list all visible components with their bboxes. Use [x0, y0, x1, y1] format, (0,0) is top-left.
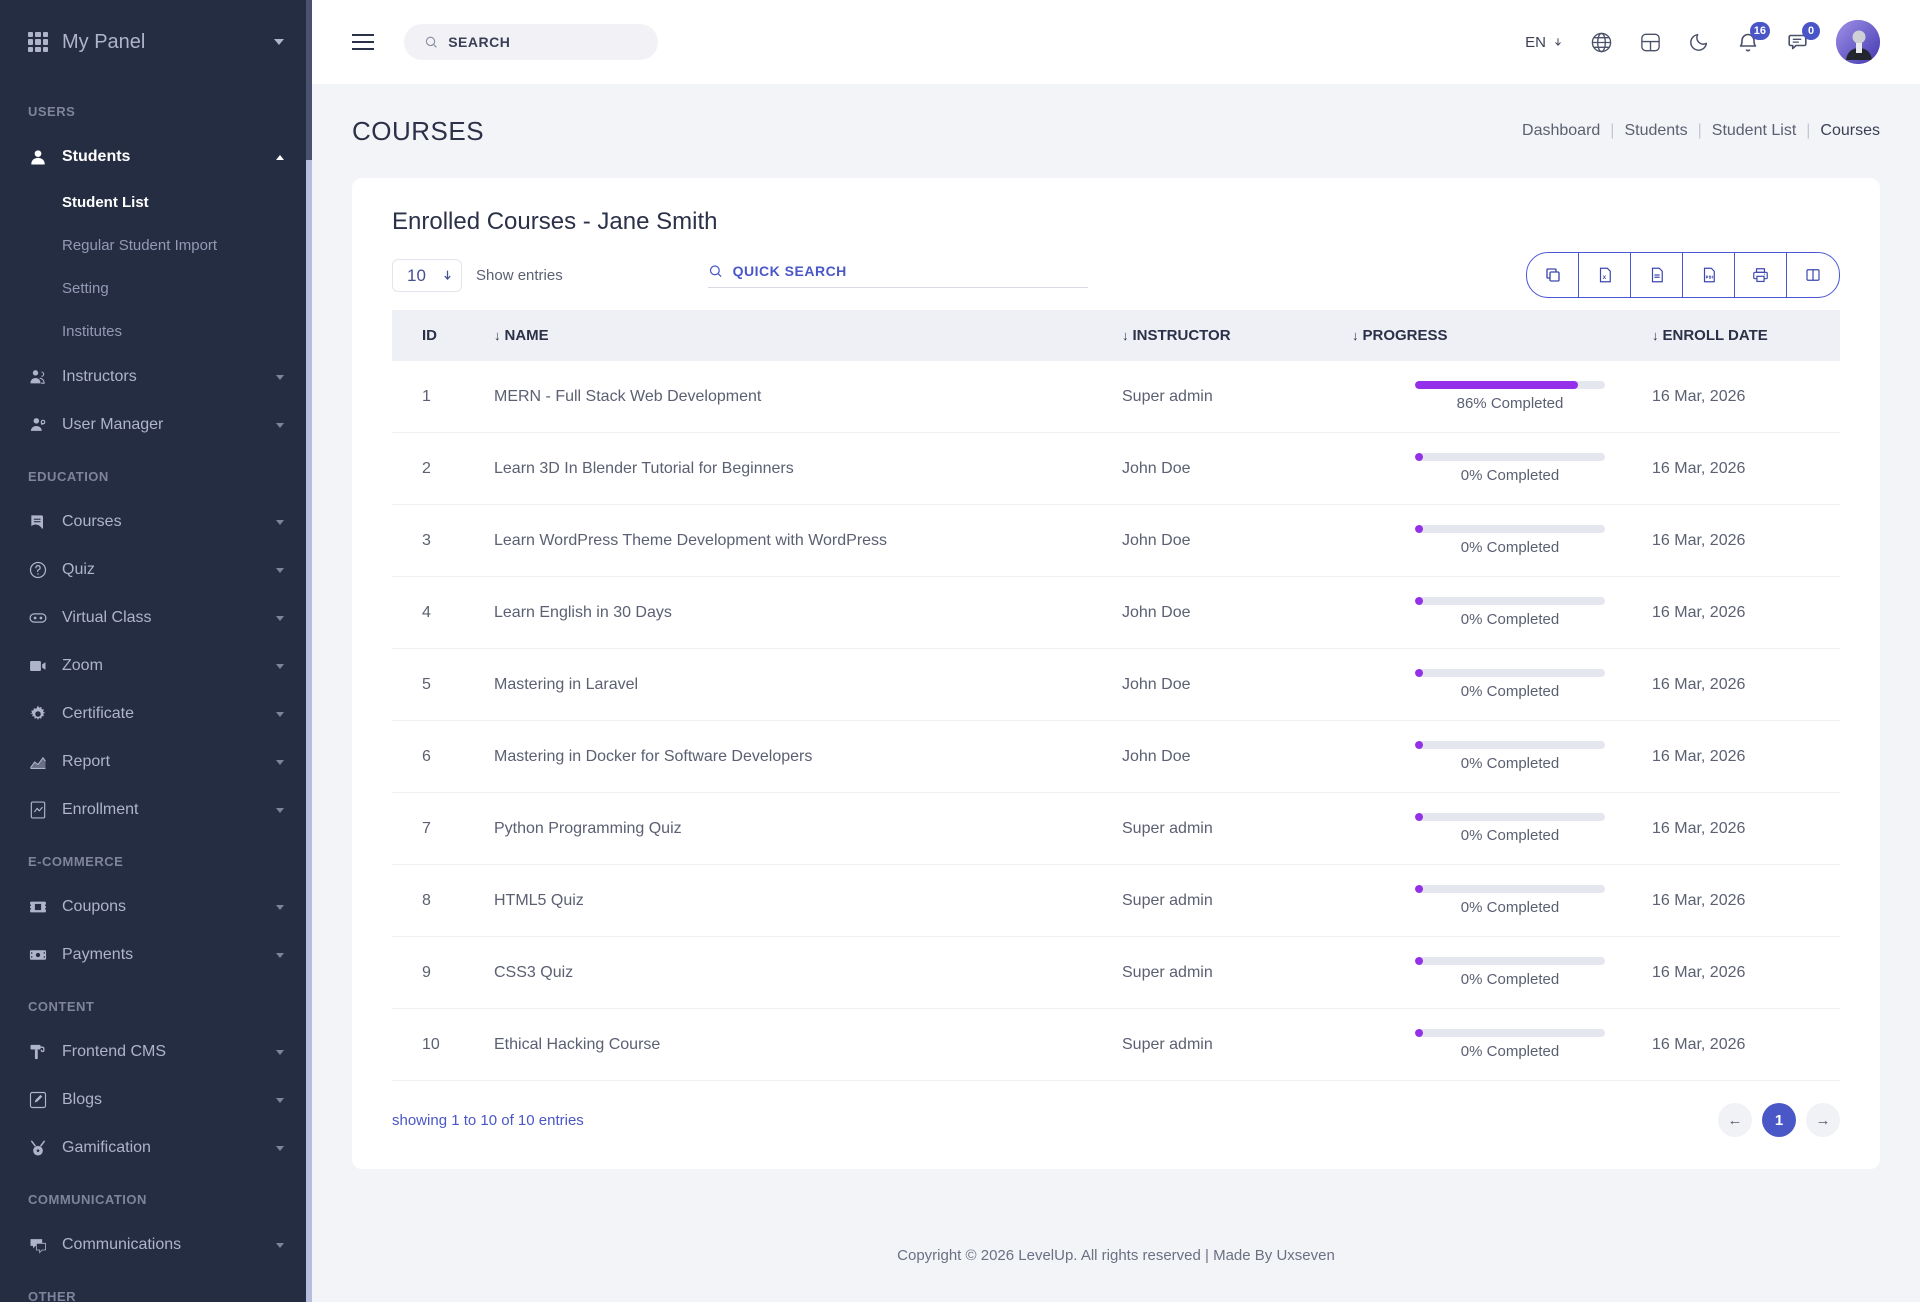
svg-text:x: x: [1602, 275, 1606, 281]
